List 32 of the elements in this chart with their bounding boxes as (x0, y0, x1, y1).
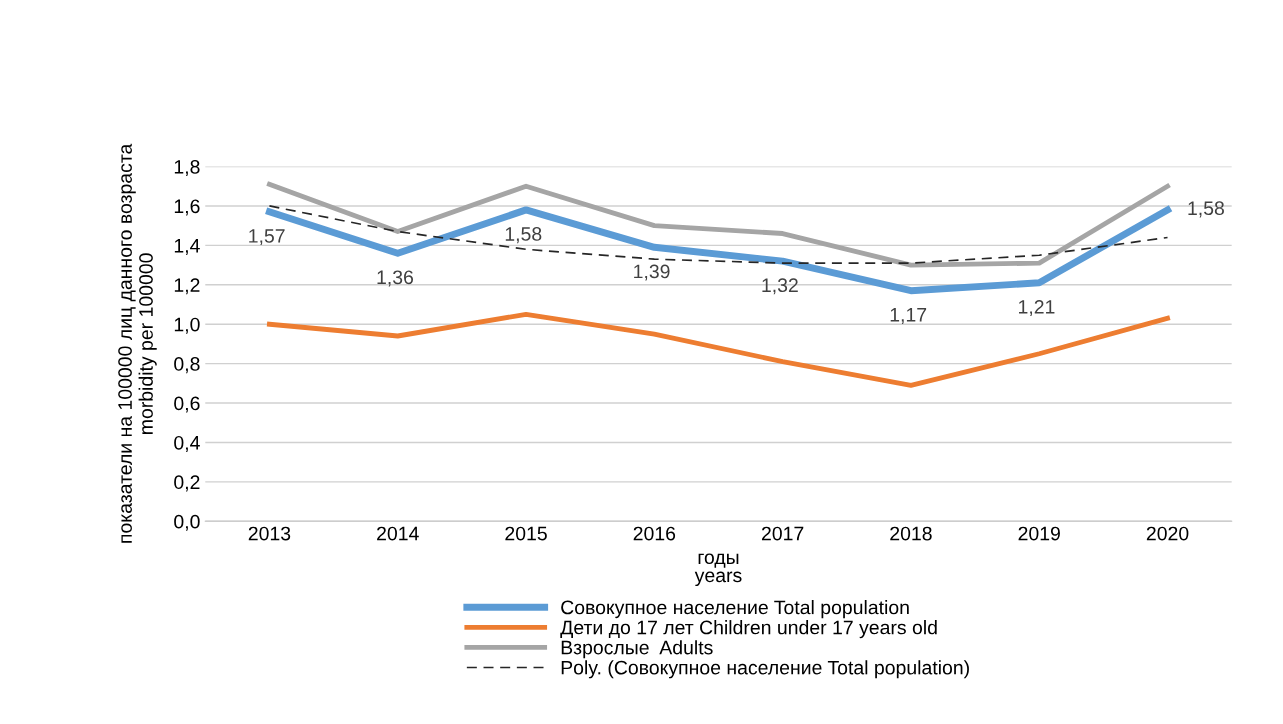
x-axis-title: годы years (694, 553, 742, 587)
x-tick-label: 2015 (505, 526, 547, 541)
legend-label: Взрослые Adults (561, 640, 713, 659)
y-tick-label: 0,6 (174, 396, 200, 413)
y-tick-label: 1,4 (174, 239, 200, 255)
x-tick-label: 2014 (377, 526, 419, 541)
y-tick-label: 0,8 (174, 357, 200, 374)
data-label: 1,58 (505, 227, 542, 244)
data-label: 1,36 (377, 270, 414, 287)
y-tick-label: 0,2 (174, 475, 200, 492)
y-axis-title: показатели на 100000 лиц данного возраста morbidity per 100000 (118, 143, 157, 543)
data-label: 1,57 (249, 229, 285, 246)
y-tick-label: 1,8 (174, 159, 200, 177)
x-tick-label: 2020 (1146, 526, 1189, 541)
data-label: 1,21 (1019, 299, 1055, 317)
legend-label: Poly. (Совокупное население Total population) (561, 660, 969, 679)
y-tick-label: 0,0 (174, 514, 200, 531)
x-tick-label: 2019 (1018, 526, 1060, 541)
y-tick-label: 1,6 (174, 199, 200, 216)
data-label: 1,39 (634, 264, 670, 281)
x-tick-label: 2013 (248, 526, 291, 541)
legend-label: Дети до 17 лет Children under 17 years old (560, 620, 937, 639)
x-tick-label: 2018 (890, 526, 932, 541)
legend-label: Совокупное население Total population (561, 600, 909, 619)
y-tick-label: 1,2 (174, 278, 200, 295)
y-tick-label: 1,0 (174, 317, 200, 334)
y-tick-label: 0,4 (174, 435, 200, 452)
data-label: 1,32 (762, 278, 798, 295)
data-label: 1,17 (890, 308, 927, 324)
x-tick-label: 2017 (761, 526, 804, 541)
x-tick-label: 2016 (633, 526, 676, 541)
data-label: 1,58 (1188, 201, 1224, 218)
